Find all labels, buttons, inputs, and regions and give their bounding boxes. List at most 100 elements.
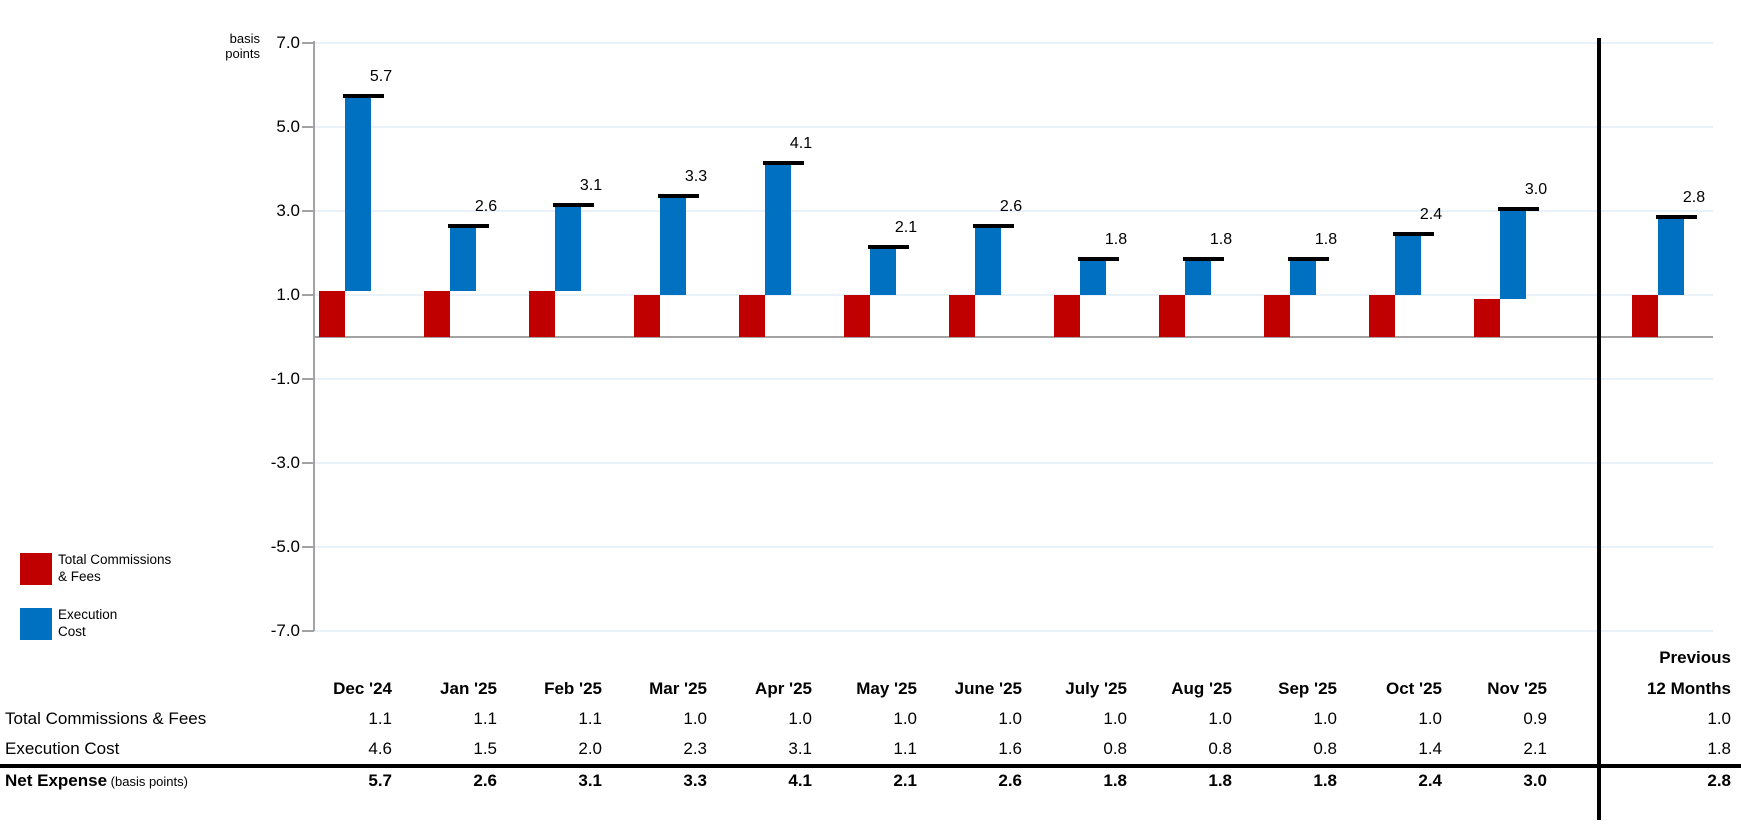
table-row-label: Net Expense (basis points): [5, 771, 188, 790]
net-expense-cap: [553, 202, 594, 207]
y-axis-tick-label: 3.0: [276, 201, 300, 220]
y-axis-tick: [302, 378, 314, 380]
net-expense-cap: [1183, 257, 1224, 262]
table-cell: 1.1: [893, 739, 917, 758]
table-row-label: Execution Cost: [5, 739, 120, 758]
table-row-label-suffix: (basis points): [107, 774, 188, 789]
y-axis-unit-label: basis points: [188, 31, 260, 61]
table-column-header: Feb '25: [544, 679, 602, 698]
y-axis-tick-label: -5.0: [270, 537, 300, 556]
table-column-header: Nov '25: [1487, 679, 1547, 698]
fees-legend-label: Total Commissions & Fees: [58, 552, 172, 584]
table-column-header: Aug '25: [1171, 679, 1232, 698]
table-cell: 1.4: [1418, 739, 1442, 758]
table-cell: 2.0: [578, 739, 602, 758]
net-expense-value-label: 3.0: [1524, 181, 1548, 198]
net-expense-value-label: 1.8: [1314, 231, 1338, 249]
y-gridline: [314, 546, 1713, 548]
table-cell: 2.1: [1523, 739, 1547, 758]
table-column-header-previous: Previous: [1659, 648, 1731, 667]
table-cell: 1.8: [1313, 771, 1337, 790]
table-cell: 1.0: [998, 709, 1022, 728]
y-gridline: [314, 630, 1713, 632]
fees-bar: [634, 295, 660, 337]
net-expense-cap: [1656, 215, 1697, 220]
y-gridline: [314, 462, 1713, 464]
execution-legend-label: Execution Cost: [58, 607, 118, 639]
y-gridline: [314, 378, 1713, 380]
zero-baseline: [313, 336, 1713, 338]
y-axis-tick: [302, 630, 314, 632]
execution-bar: [1658, 219, 1684, 295]
table-cell: 2.3: [683, 739, 707, 758]
execution-bar: [1080, 261, 1106, 295]
net-expense-cap: [448, 223, 489, 228]
y-axis-tick: [302, 126, 314, 128]
table-cell: 0.9: [1523, 709, 1547, 728]
execution-bar: [765, 164, 791, 295]
execution-legend-swatch: [20, 608, 52, 640]
net-expense-value-label: 2.6: [474, 197, 498, 215]
execution-bar: [870, 248, 896, 295]
fees-bar: [739, 295, 765, 337]
previous-period-divider-line: [1597, 38, 1601, 820]
y-gridline: [314, 294, 1713, 296]
fees-bar: [1054, 295, 1080, 337]
net-expense-value-label: 2.1: [894, 218, 918, 236]
net-expense-value-label: 2.6: [999, 197, 1023, 215]
table-column-header: Apr '25: [755, 679, 812, 698]
table-cell: 1.1: [473, 709, 497, 728]
net-expense-value-label: 3.1: [579, 176, 603, 194]
execution-bar: [1500, 211, 1526, 300]
y-axis-tick: [302, 462, 314, 464]
y-gridline: [314, 210, 1713, 212]
y-axis-unit-line2: points: [225, 46, 260, 61]
fees-bar: [319, 290, 345, 337]
table-cell: 4.6: [368, 739, 392, 758]
table-cell: 2.1: [893, 771, 917, 790]
net-expense-rule: [0, 764, 1741, 768]
table-cell: 1.0: [1208, 709, 1232, 728]
y-axis-unit-line1: basis: [229, 31, 260, 46]
net-expense-cap: [1498, 207, 1539, 211]
table-cell-previous: 2.8: [1707, 771, 1731, 790]
table-column-header: Oct '25: [1385, 679, 1442, 698]
fees-bar: [424, 290, 450, 337]
net-expense-value-label: 2.4: [1419, 206, 1443, 224]
table-cell: 1.0: [788, 709, 812, 728]
net-expense-cap: [343, 93, 384, 98]
table-cell: 3.3: [683, 771, 707, 790]
table-cell: 1.1: [578, 709, 602, 728]
net-expense-cap: [1288, 257, 1329, 262]
net-expense-cap: [1078, 257, 1119, 262]
table-cell-previous: 1.8: [1707, 739, 1731, 758]
net-expense-value-label: 4.1: [789, 134, 813, 152]
table-cell: 1.1: [368, 709, 392, 728]
table-cell: 1.0: [893, 709, 917, 728]
y-axis-tick-label: 5.0: [276, 117, 300, 136]
execution-bar: [450, 227, 476, 291]
table-column-header: June '25: [954, 679, 1022, 698]
execution-bar: [1290, 261, 1316, 295]
table-cell: 0.8: [1103, 739, 1127, 758]
table-cell: 2.6: [473, 771, 497, 790]
net-expense-cap: [658, 194, 699, 199]
fees-legend-swatch: [20, 553, 52, 585]
net-expense-cap: [868, 244, 909, 249]
y-axis-tick-label: -3.0: [270, 453, 300, 472]
table-cell: 0.8: [1313, 739, 1337, 758]
table-column-header: Sep '25: [1278, 679, 1337, 698]
y-axis-tick: [302, 42, 314, 44]
execution-bar: [1395, 236, 1421, 295]
table-column-header-previous: 12 Months: [1646, 679, 1731, 698]
net-expense-value-label: 1.8: [1209, 231, 1233, 249]
execution-bar: [1185, 261, 1211, 295]
fees-bar: [1632, 295, 1658, 337]
net-expense-value-label: 1.8: [1104, 231, 1128, 249]
table-cell: 1.0: [1418, 709, 1442, 728]
table-row-label: Total Commissions & Fees: [5, 709, 207, 728]
y-axis-tick: [302, 210, 314, 212]
